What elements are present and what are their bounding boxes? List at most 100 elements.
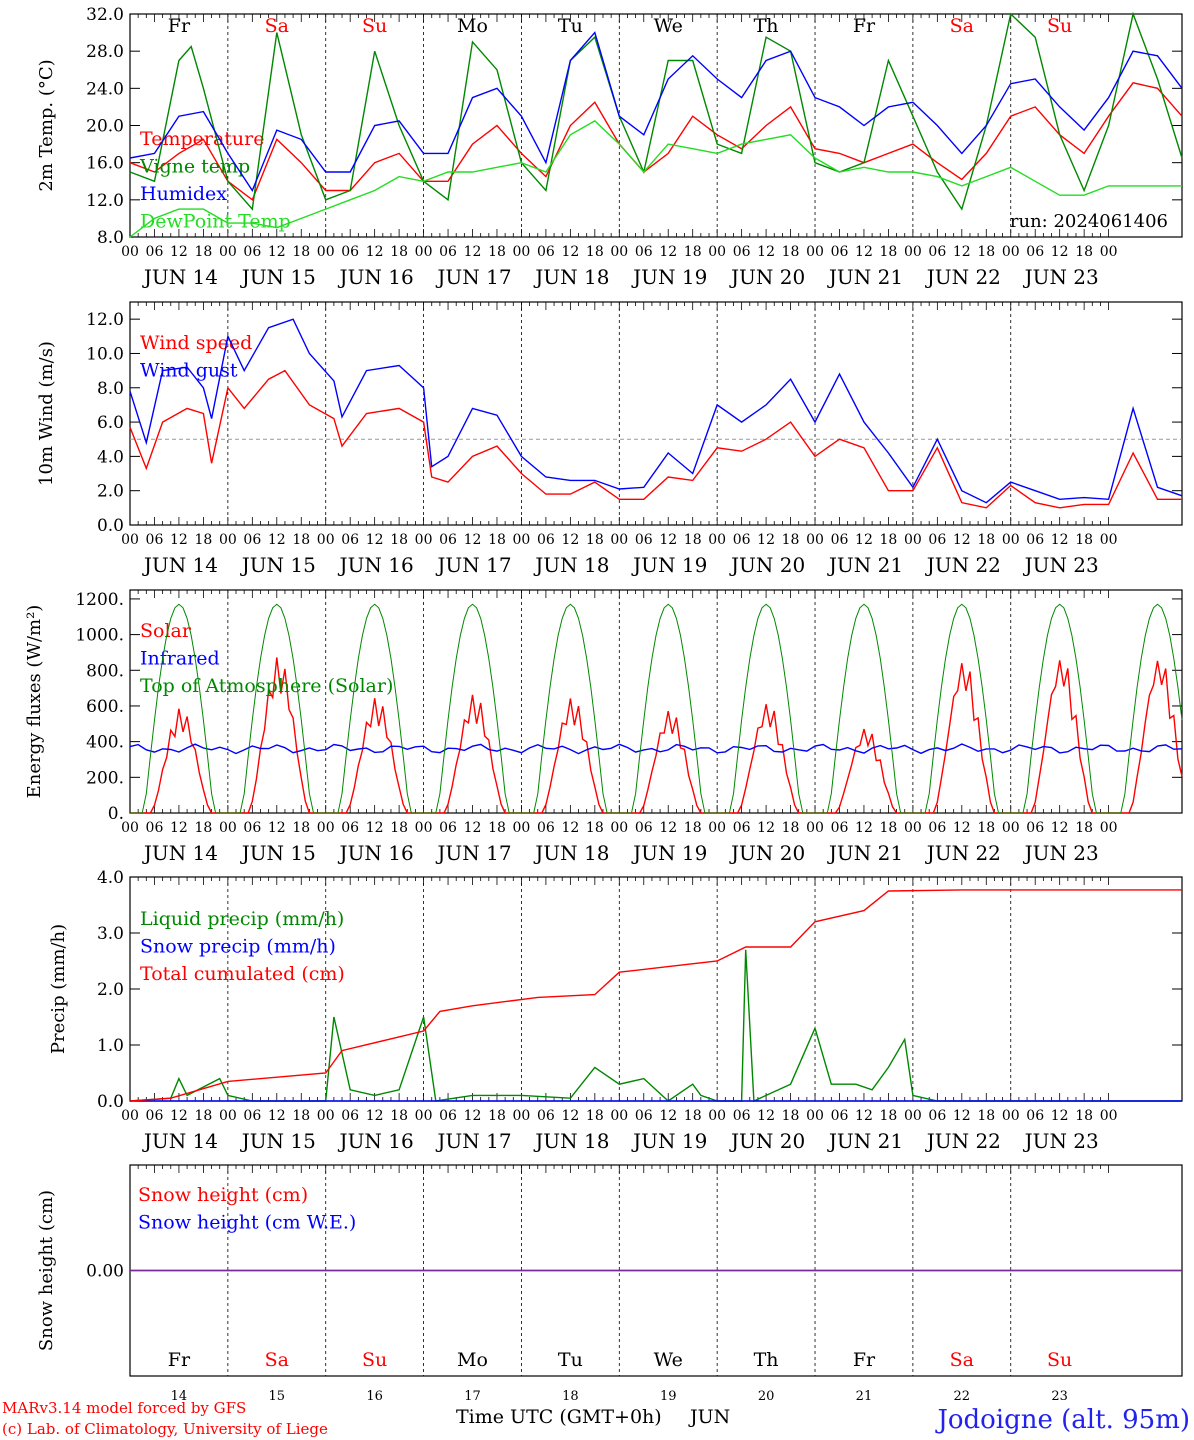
y-tick-label: 10.0: [86, 344, 124, 364]
credit-line-1: MARv3.14 model forced by GFS: [2, 1399, 246, 1417]
x-hour-label: 06: [831, 532, 849, 548]
x-hour-label: 18: [390, 820, 408, 836]
y-tick-label: 2.0: [97, 482, 124, 502]
x-hour-label: 18: [390, 244, 408, 260]
weekday-label: We: [654, 15, 683, 37]
x-hour-label: 12: [1051, 532, 1069, 548]
x-hour-label: 06: [341, 1108, 359, 1124]
x-hour-label: 18: [1075, 1108, 1093, 1124]
series-line: [129, 889, 1182, 1102]
x-hour-label: 12: [268, 1108, 286, 1124]
x-hour-label: 00: [904, 532, 922, 548]
legend-entry: DewPoint Temp: [140, 211, 291, 233]
x-hour-label: 12: [268, 820, 286, 836]
x-hour-label: 18: [194, 820, 212, 836]
legend-entry: Snow height (cm W.E.): [138, 1212, 356, 1234]
x-hour-label: 06: [439, 1108, 457, 1124]
x-hour-label: 06: [146, 1108, 164, 1124]
x-hour-label: 06: [439, 532, 457, 548]
x-hour-label: 18: [488, 1108, 506, 1124]
x-hour-label: 06: [635, 820, 653, 836]
x-date-label: JUN 17: [435, 841, 511, 865]
x-hour-label: 00: [415, 820, 433, 836]
x-hour-label: 00: [904, 820, 922, 836]
x-date-label: JUN 16: [338, 553, 414, 577]
day-number-label: 17: [464, 1389, 481, 1404]
y-tick-label: 32.0: [86, 5, 124, 25]
y-tick-label: 800.: [86, 661, 124, 681]
weekday-label: Fr: [168, 1349, 191, 1371]
x-hour-label: 00: [219, 820, 237, 836]
x-hour-label: 06: [537, 1108, 555, 1124]
day-number-label: 23: [1051, 1389, 1068, 1404]
x-hour-label: 00: [708, 532, 726, 548]
x-hour-label: 06: [635, 532, 653, 548]
series-line: [130, 603, 1183, 814]
x-hour-label: 18: [194, 244, 212, 260]
x-hour-label: 18: [977, 820, 995, 836]
legend-entry: Solar: [140, 620, 192, 642]
weekday-label: Th: [754, 15, 779, 37]
x-date-label: JUN 22: [925, 841, 1001, 865]
x-hour-label: 18: [880, 244, 898, 260]
x-hour-label: 00: [806, 820, 824, 836]
x-hour-label: 12: [170, 532, 188, 548]
x-hour-label: 06: [341, 820, 359, 836]
x-hour-label: 00: [708, 820, 726, 836]
x-hour-label: 18: [586, 1108, 604, 1124]
x-date-label: JUN 23: [1023, 265, 1099, 289]
x-hour-label: 00: [1100, 820, 1118, 836]
x-hour-label: 00: [904, 1108, 922, 1124]
x-hour-label: 18: [782, 532, 800, 548]
x-hour-label: 18: [194, 1108, 212, 1124]
legend-entry: Temperature: [140, 128, 264, 150]
chart-panel-3: 0. 200. 400. 600. 800. 1000. 1200. Energy fluxe…: [24, 589, 1183, 865]
weekday-label: Fr: [853, 1349, 876, 1371]
x-date-label: JUN 14: [142, 553, 218, 577]
x-hour-label: 12: [561, 1108, 579, 1124]
series-line: [129, 743, 1183, 755]
x-hour-label: 18: [684, 820, 702, 836]
y-tick-label: 8.0: [97, 228, 124, 248]
legend-entry: Snow height (cm): [138, 1184, 308, 1206]
weekday-label: Th: [754, 1349, 779, 1371]
legend-entry: Humidex: [140, 183, 227, 205]
x-hour-label: 00: [317, 820, 335, 836]
plot-frame: [129, 589, 1183, 814]
x-hour-label: 12: [464, 1108, 482, 1124]
day-number-label: 21: [856, 1389, 873, 1404]
day-number-label: 15: [269, 1389, 286, 1404]
credit-line-2: (c) Lab. of Climatology, University of L…: [2, 1420, 328, 1438]
x-hour-label: 12: [268, 532, 286, 548]
weekday-label: Mo: [457, 15, 488, 37]
x-hour-label: 12: [561, 244, 579, 260]
x-hour-label: 00: [610, 1108, 628, 1124]
x-date-label: JUN 19: [631, 1129, 707, 1153]
y-axis-label: 10m Wind (m/s): [36, 341, 57, 486]
x-hour-label: 18: [292, 820, 310, 836]
x-date-label: JUN 18: [533, 553, 609, 577]
y-tick-label: 4.0: [97, 868, 124, 888]
x-hour-label: 00: [317, 532, 335, 548]
day-number-label: 14: [171, 1389, 188, 1404]
legend-entry: Infrared: [140, 648, 220, 670]
day-number-label: 20: [758, 1389, 775, 1404]
x-hour-label: 00: [806, 244, 824, 260]
x-hour-label: 12: [170, 1108, 188, 1124]
x-hour-label: 12: [855, 532, 873, 548]
x-hour-label: 12: [757, 820, 775, 836]
x-hour-label: 06: [635, 244, 653, 260]
x-hour-label: 00: [610, 244, 628, 260]
x-hour-label: 00: [1100, 1108, 1118, 1124]
x-hour-label: 00: [1002, 820, 1020, 836]
x-date-label: JUN 21: [827, 553, 903, 577]
x-date-label: JUN 14: [142, 841, 218, 865]
series-line: [129, 318, 1183, 504]
x-hour-label: 12: [170, 244, 188, 260]
x-hour-label: 18: [684, 244, 702, 260]
x-hour-label: 00: [806, 1108, 824, 1124]
weekday-label: Mo: [457, 1349, 488, 1371]
x-hour-label: 00: [1002, 532, 1020, 548]
day-number-label: 18: [562, 1389, 579, 1404]
x-hour-label: 18: [390, 532, 408, 548]
